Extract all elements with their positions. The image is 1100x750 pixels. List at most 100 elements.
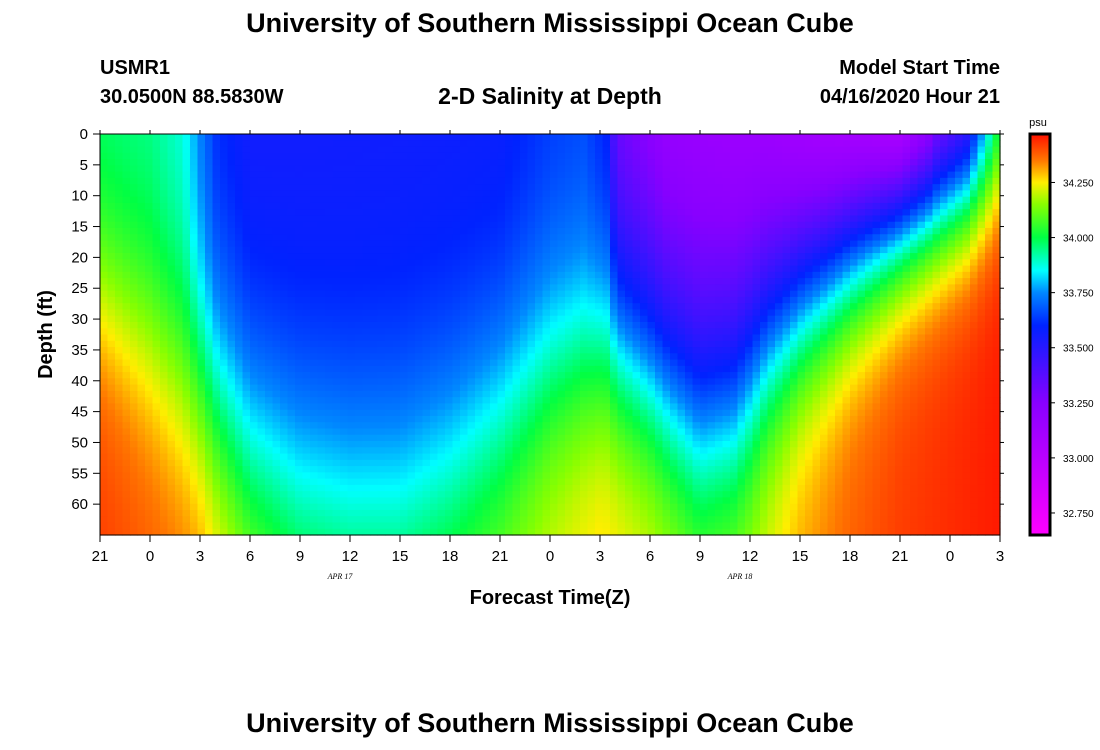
heatmap-cell [437,259,446,267]
heatmap-cell [445,528,454,536]
heatmap-cell [490,227,499,235]
heatmap-cell [355,240,364,248]
heatmap-cell [392,184,401,191]
heatmap-cell [617,409,626,417]
heatmap-cell [632,309,641,317]
heatmap-cell [287,459,296,467]
heatmap-cell [475,190,484,198]
heatmap-cell [295,378,304,386]
heatmap-cell [535,503,544,511]
heatmap-cell [445,196,454,204]
heatmap-cell [295,227,304,235]
heatmap-cell [205,271,214,279]
heatmap-cell [152,441,161,448]
heatmap-cell [250,403,259,411]
heatmap-cell [422,472,431,480]
heatmap-cell [370,472,379,480]
heatmap-cell [565,253,574,260]
heatmap-cell [272,134,281,141]
heatmap-cell [227,472,236,480]
heatmap-cell [437,215,446,223]
heatmap-cell [527,384,536,392]
heatmap-cell [640,315,649,323]
heatmap-cell [212,415,221,423]
heatmap-cell [115,271,124,279]
heatmap-cell [220,240,229,248]
heatmap-cell [115,365,124,373]
heatmap-cell [227,209,236,217]
heatmap-cell [197,478,206,486]
heatmap-cell [415,321,424,329]
heatmap-cell [632,390,641,398]
heatmap-cell [362,296,371,304]
heatmap-cell [107,159,116,166]
heatmap-cell [302,328,311,336]
heatmap-cell [167,240,176,248]
heatmap-cell [227,259,236,267]
heatmap-cell [527,140,536,148]
heatmap-cell [242,409,251,417]
heatmap-cell [280,146,289,154]
heatmap-cell [557,453,566,461]
heatmap-cell [632,146,641,154]
heatmap-cell [392,290,401,298]
heatmap-cell [362,509,371,517]
heatmap-cell [152,290,161,298]
heatmap-cell [205,253,214,260]
heatmap-cell [580,227,589,235]
heatmap-cell [190,246,199,254]
heatmap-cell [242,428,251,436]
heatmap-cell [122,184,131,191]
heatmap-cell [655,472,664,480]
heatmap-cell [227,334,236,342]
heatmap-cell [482,165,491,173]
heatmap-cell [520,284,529,292]
heatmap-cell [340,234,349,242]
heatmap-cell [160,340,169,348]
heatmap-cell [370,321,379,329]
heatmap-cell [557,309,566,317]
heatmap-cell [430,422,439,430]
heatmap-cell [212,509,221,517]
heatmap-cell [362,227,371,235]
heatmap-cell [385,397,394,405]
heatmap-cell [677,347,686,354]
heatmap-cell [235,284,244,292]
heatmap-cell [370,284,379,292]
heatmap-cell [662,146,671,154]
heatmap-cell [190,165,199,173]
heatmap-cell [152,246,161,254]
heatmap-cell [152,359,161,367]
heatmap-cell [482,340,491,348]
heatmap-cell [302,522,311,530]
heatmap-cell [655,315,664,323]
heatmap-cell [227,284,236,292]
heatmap-cell [452,334,461,342]
heatmap-cell [107,290,116,298]
heatmap-cell [677,516,686,524]
heatmap-cell [355,209,364,217]
heatmap-cell [565,152,574,160]
heatmap-cell [467,503,476,511]
heatmap-cell [385,278,394,285]
heatmap-cell [175,403,184,411]
heatmap-cell [385,259,394,267]
heatmap-cell [595,516,604,524]
heatmap-cell [572,184,581,191]
heatmap-cell [115,227,124,235]
heatmap-cell [422,365,431,373]
heatmap-cell [467,409,476,417]
heatmap-cell [482,384,491,392]
heatmap-cell [535,196,544,204]
heatmap-cell [167,509,176,517]
heatmap-cell [100,403,109,411]
heatmap-cell [100,253,109,260]
heatmap-cell [295,234,304,242]
heatmap-cell [677,221,686,229]
heatmap-cell [677,415,686,423]
heatmap-cell [340,522,349,530]
heatmap-cell [505,503,514,511]
heatmap-cell [505,184,514,191]
heatmap-cell [535,484,544,492]
heatmap-cell [647,516,656,524]
